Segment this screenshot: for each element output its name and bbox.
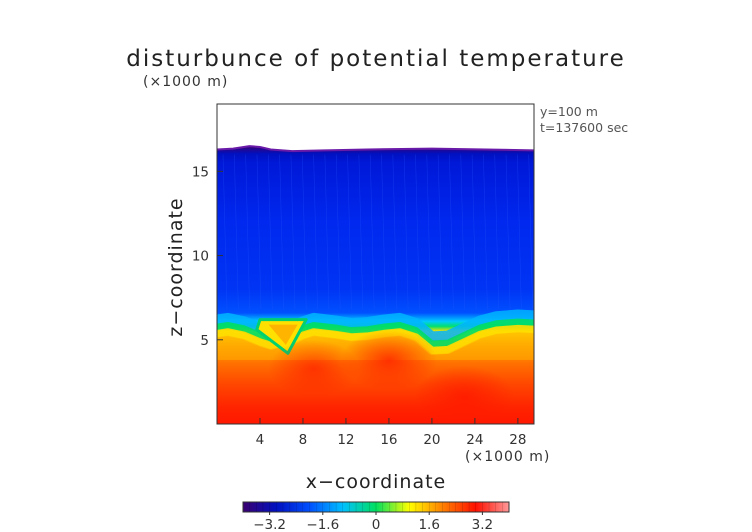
texture-line (234, 154, 239, 310)
z-scale-note: (×1000 m) (143, 74, 229, 90)
colorbar: −3.2 −1.6 0 1.6 3.2 (242, 501, 510, 532)
x-tick-label: 4 (256, 432, 265, 448)
x-scale-note: (×1000 m) (465, 449, 551, 465)
plot-area (217, 145, 534, 424)
texture-line (415, 154, 420, 310)
texture-line (517, 154, 522, 310)
texture-line (494, 154, 500, 310)
colorbar-tick-label: −1.6 (306, 517, 339, 532)
x-tick-label: 28 (509, 432, 526, 448)
texture-line (381, 154, 386, 310)
z-tick-label: 15 (192, 164, 209, 180)
info-y-position: y=100 m (540, 104, 598, 119)
warm-core-2 (268, 340, 360, 397)
colorbar-tick-label: 1.6 (418, 517, 439, 532)
texture-line (347, 154, 352, 310)
z-tick-label: 10 (192, 249, 209, 265)
texture-line (267, 154, 273, 310)
texture-line (222, 154, 228, 310)
texture-line (505, 154, 511, 310)
x-tick-label: 8 (299, 432, 308, 448)
texture-line (426, 154, 432, 310)
texture-line (471, 154, 477, 310)
texture-line (324, 154, 330, 310)
texture-line (313, 154, 318, 310)
texture-line (301, 154, 307, 310)
texture-line (449, 154, 454, 310)
texture-line (358, 154, 364, 310)
cold-notch-inner (268, 324, 298, 345)
texture-line (290, 154, 296, 310)
texture-line (369, 154, 375, 310)
texture-line (528, 154, 533, 310)
colorbar-tick-label: 3.2 (472, 517, 493, 532)
texture-line (483, 154, 488, 310)
texture-line (392, 154, 398, 310)
texture-line (460, 154, 466, 310)
x-tick-label: 24 (466, 432, 483, 448)
x-tick-label: 20 (423, 432, 440, 448)
warm-core-0 (340, 330, 437, 390)
x-tick-label: 16 (380, 432, 397, 448)
texture-line (256, 154, 262, 310)
colorbar-tick-label: −3.2 (253, 517, 286, 532)
z-tick-label: 5 (200, 333, 209, 349)
texture-line (279, 154, 284, 310)
texture-line (335, 154, 341, 310)
warm-core-1 (414, 365, 514, 424)
data-top-edge (217, 145, 534, 153)
texture-line (403, 154, 409, 310)
x-tick-label: 12 (337, 432, 354, 448)
info-time: t=137600 sec (540, 120, 629, 135)
plot-frame (216, 103, 535, 425)
colorbar-tick-label: 0 (372, 517, 381, 532)
chart-title: disturbunce of potential temperature (126, 46, 626, 72)
axes: 4 8 12 16 20 24 28 5 10 15 (192, 164, 527, 448)
texture-line (245, 154, 250, 310)
texture-line (437, 154, 443, 310)
x-axis-label: x−coordinate (305, 471, 447, 493)
